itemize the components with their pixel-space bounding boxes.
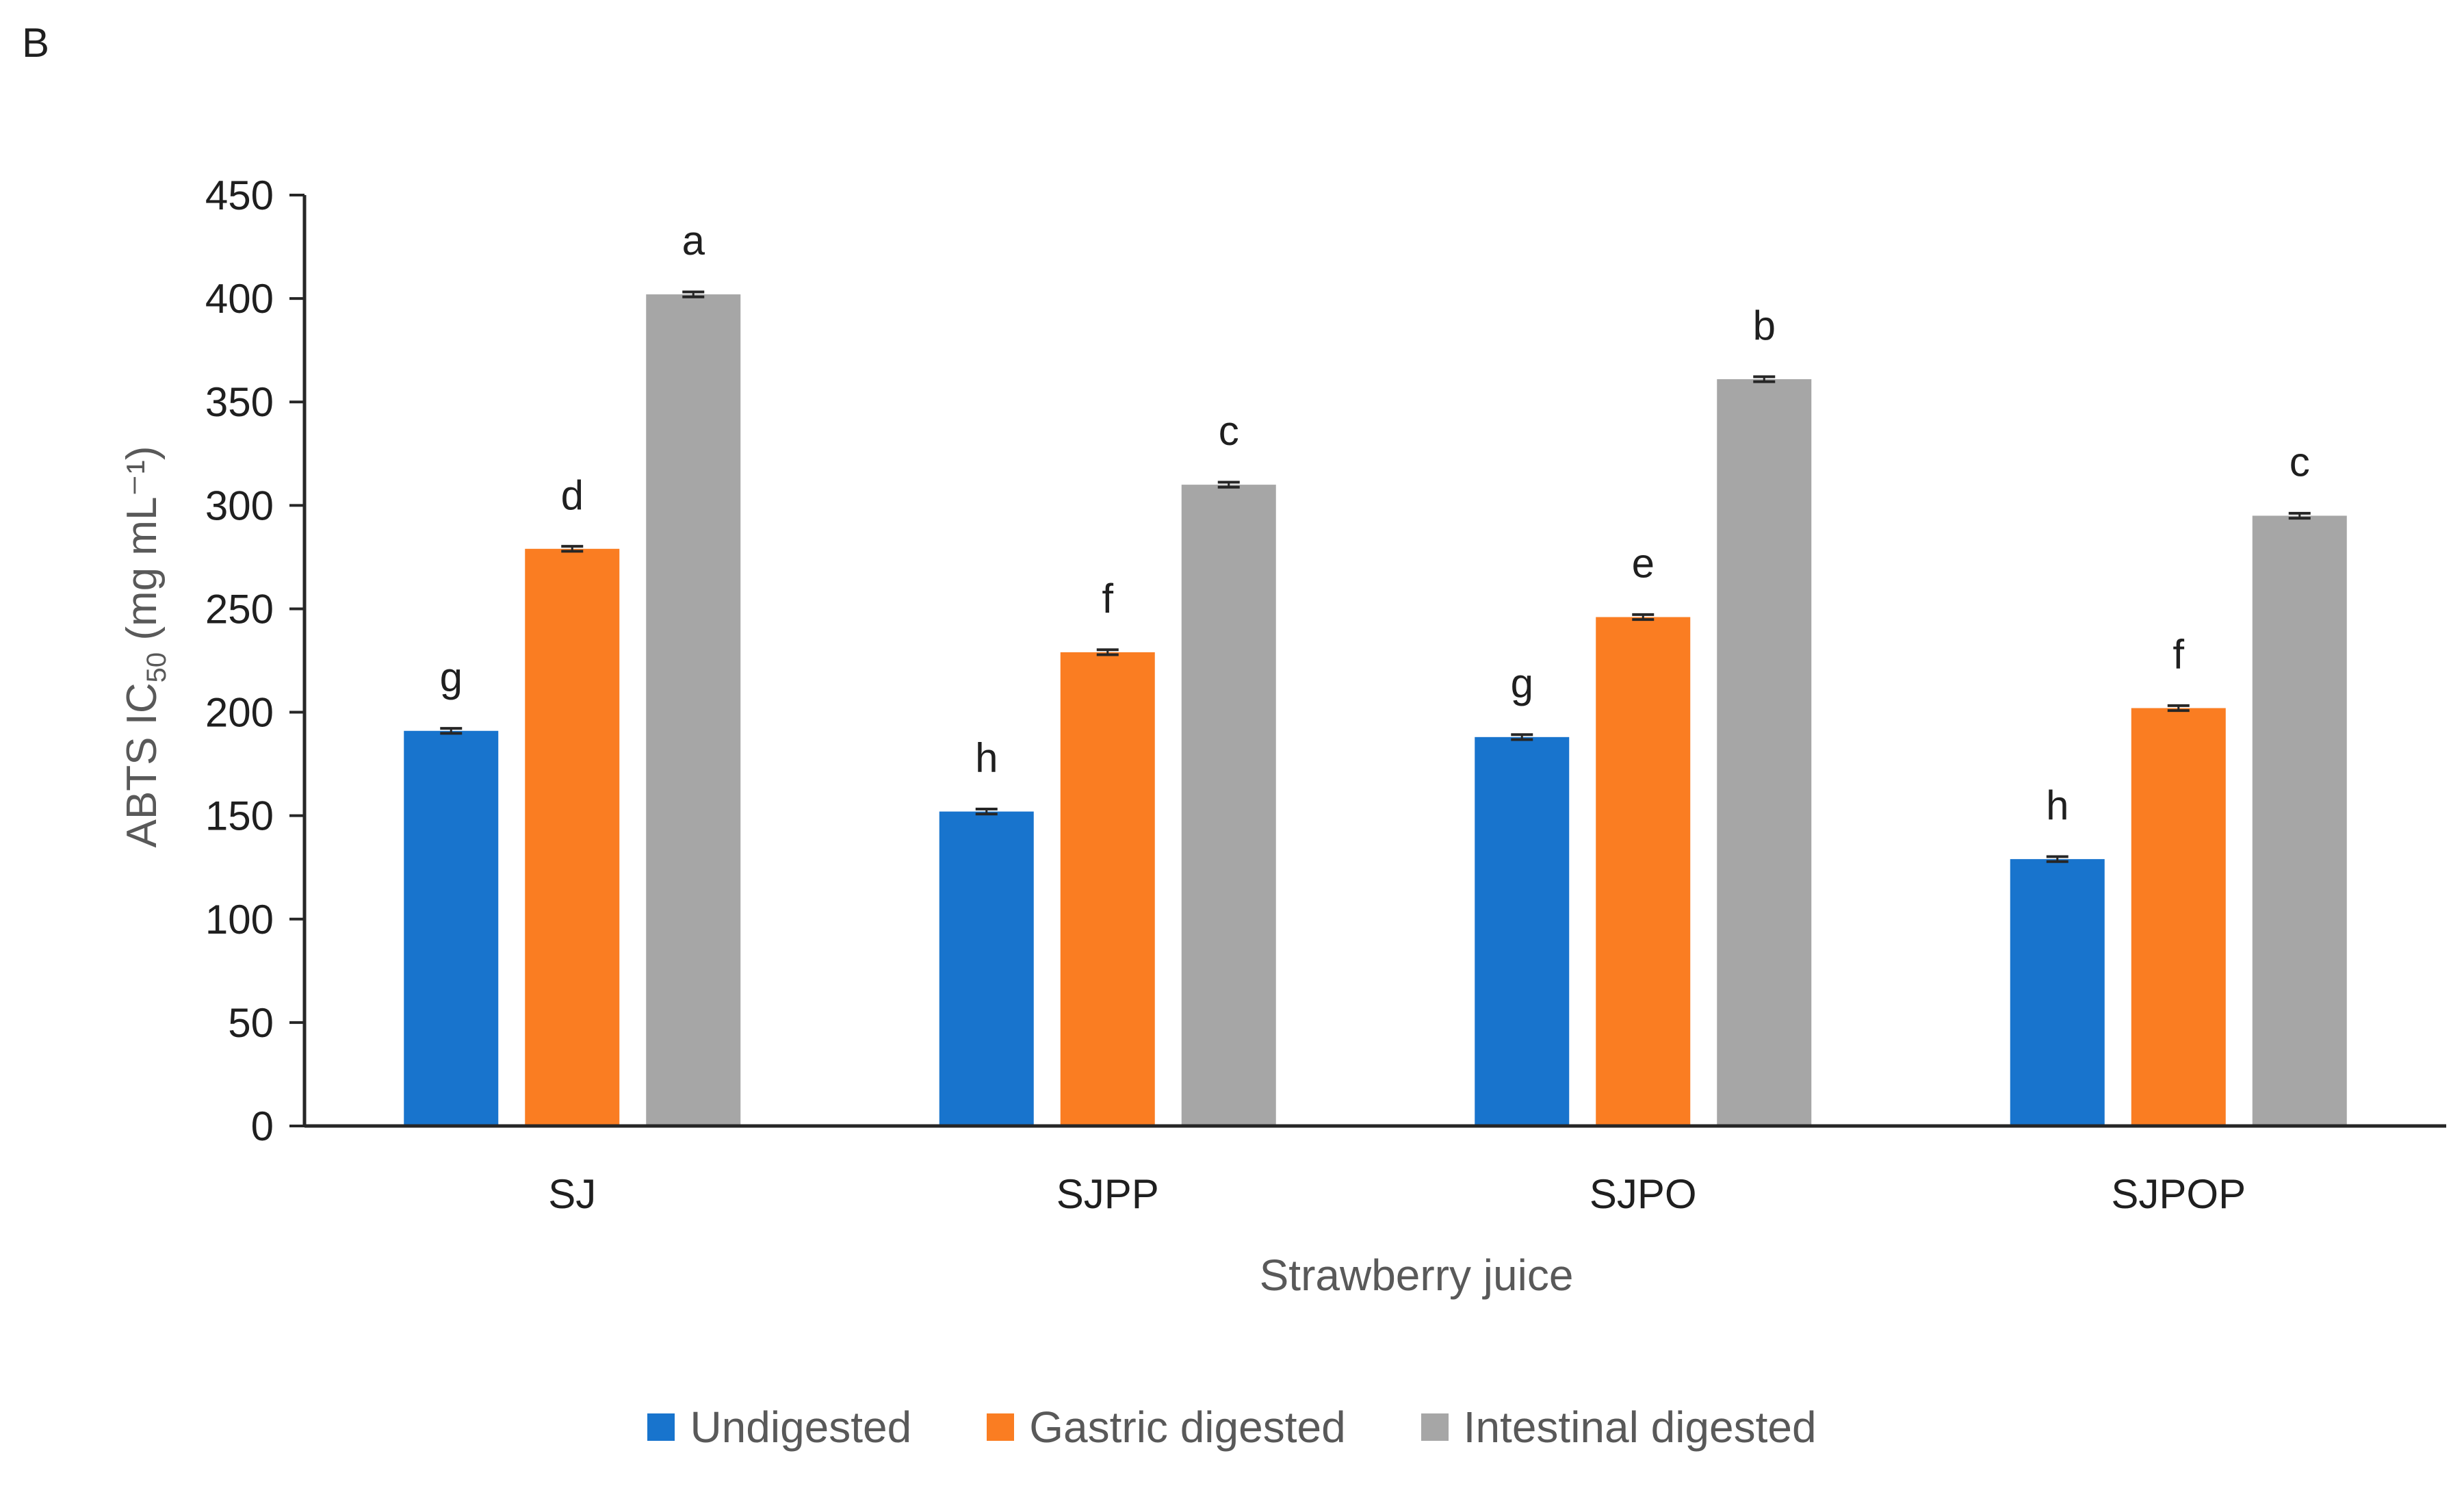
- bar: [1475, 736, 1570, 1126]
- bar: [404, 730, 499, 1126]
- bar: [939, 811, 1034, 1126]
- legend: Undigested Gastric digested Intestinal d…: [0, 1396, 2464, 1458]
- bar: [1596, 617, 1691, 1126]
- y-tick-label: 250: [205, 586, 274, 632]
- x-tick-label: SJPP: [1056, 1171, 1159, 1217]
- y-tick-label: 50: [228, 1000, 274, 1046]
- significance-letter: g: [1511, 661, 1533, 706]
- significance-letter: b: [1753, 303, 1776, 348]
- error-bars: [440, 290, 2311, 863]
- bar: [2252, 515, 2347, 1126]
- y-tick-label: 300: [205, 483, 274, 528]
- y-tick-label: 200: [205, 690, 274, 736]
- bars: [404, 294, 2347, 1127]
- significance-letter: e: [1632, 541, 1655, 587]
- y-tick-label: 0: [251, 1103, 274, 1149]
- significance-letter: f: [2173, 632, 2184, 678]
- significance-letter: h: [2046, 782, 2069, 828]
- legend-label: Gastric digested: [1029, 1402, 1346, 1452]
- significance-letter: d: [561, 472, 584, 518]
- bar-chart: 0 50 100 150 200 250 300 350 400 450 g d a h f c g e b h f c…: [118, 172, 2446, 1300]
- significance-letters: g d a h f c g e b h f c: [440, 218, 2310, 828]
- bar: [1717, 379, 1812, 1126]
- significance-letter: c: [1219, 408, 1239, 454]
- legend-item-undigested: Undigested: [647, 1402, 911, 1452]
- legend-swatch: [1421, 1413, 1449, 1441]
- y-tick-label: 400: [205, 276, 274, 322]
- y-tick-label: 100: [205, 897, 274, 943]
- y-axis-title: ABTS IC50 (mg mL⁻¹): [118, 446, 172, 847]
- significance-letter: f: [1102, 576, 1113, 622]
- y-tick-label: 350: [205, 379, 274, 425]
- significance-letter: g: [440, 654, 463, 700]
- legend-label: Undigested: [690, 1402, 912, 1452]
- x-tick-label: SJPOP: [2111, 1171, 2246, 1217]
- legend-swatch: [647, 1413, 675, 1441]
- legend-item-gastric-digested: Gastric digested: [987, 1402, 1346, 1452]
- bar: [1181, 485, 1276, 1126]
- panel-label: B: [22, 20, 50, 66]
- y-tick-label: 150: [205, 793, 274, 839]
- x-axis-ticks: SJ SJPP SJPO SJPOP: [548, 1171, 2246, 1217]
- bar: [2131, 708, 2226, 1126]
- y-axis-title-suffix: (mg mL⁻¹): [118, 446, 166, 652]
- significance-letter: c: [2290, 439, 2310, 485]
- y-axis-title-subscript: 50: [142, 652, 172, 683]
- legend-item-intestinal-digested: Intestinal digested: [1421, 1402, 1817, 1452]
- y-tick-label: 450: [205, 172, 274, 218]
- y-axis-title-prefix: ABTS IC: [118, 682, 166, 847]
- x-tick-label: SJPO: [1590, 1171, 1697, 1217]
- significance-letter: h: [975, 735, 998, 781]
- bar: [1060, 652, 1155, 1126]
- bar: [525, 548, 620, 1126]
- y-axis-ticks: 0 50 100 150 200 250 300 350 400 450: [205, 172, 304, 1149]
- bar: [2010, 859, 2105, 1126]
- x-tick-label: SJ: [548, 1171, 596, 1217]
- x-axis-title: Strawberry juice: [1260, 1251, 1574, 1300]
- legend-label: Intestinal digested: [1463, 1402, 1817, 1452]
- bar: [646, 294, 741, 1127]
- legend-swatch: [987, 1413, 1015, 1441]
- significance-letter: a: [682, 218, 705, 264]
